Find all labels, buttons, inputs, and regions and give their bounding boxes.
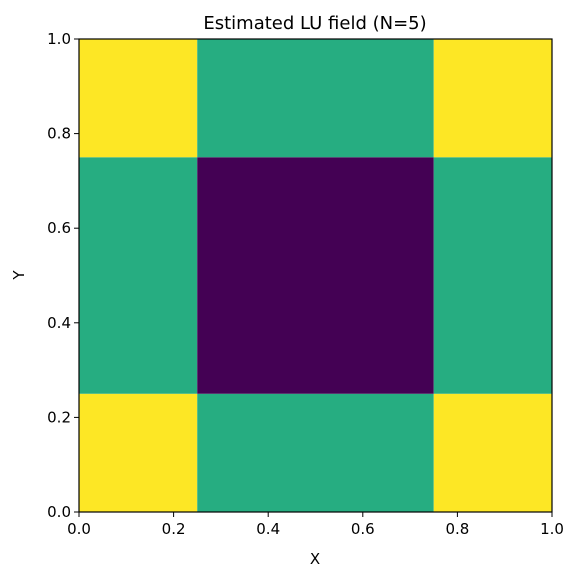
y-axis-ticks: 0.0 0.2 0.4 0.6 0.8 1.0 — [47, 30, 79, 521]
x-tick-label-3: 0.6 — [351, 520, 375, 538]
y-tick-label-2: 0.4 — [47, 314, 71, 332]
x-axis-label: X — [310, 550, 320, 568]
y-tick-label-4: 0.8 — [47, 125, 71, 143]
heatmap-cell-r2-c1 — [197, 39, 434, 158]
heatmap-cell-r1-c2 — [433, 157, 552, 394]
y-tick-label-0: 0.0 — [47, 503, 71, 521]
x-tick-label-0: 0.0 — [67, 520, 91, 538]
x-tick-label-2: 0.4 — [256, 520, 280, 538]
x-tick-label-5: 1.0 — [540, 520, 564, 538]
heatmap-cell-r2-c0 — [79, 39, 198, 158]
heatmap-cell-r2-c2 — [433, 39, 552, 158]
x-tick-label-1: 0.2 — [162, 520, 186, 538]
heatmap-cell-r0-c1 — [197, 393, 434, 512]
y-axis-label: Y — [10, 270, 28, 281]
x-tick-label-4: 0.8 — [445, 520, 469, 538]
plot-frame — [78, 38, 553, 513]
x-axis-ticks: 0.0 0.2 0.4 0.6 0.8 1.0 — [67, 512, 564, 538]
heatmap-cell-r1-c1 — [197, 157, 434, 394]
y-tick-label-5: 1.0 — [47, 30, 71, 48]
heatmap-cell-r1-c0 — [79, 157, 198, 394]
heatmap-cell-r0-c2 — [433, 393, 552, 512]
chart-title: Estimated LU field (N=5) — [203, 13, 426, 34]
heatmap-cell-r0-c0 — [79, 393, 198, 512]
heatmap-cells — [79, 39, 552, 512]
y-tick-label-1: 0.2 — [47, 408, 71, 426]
y-tick-label-3: 0.6 — [47, 219, 71, 237]
